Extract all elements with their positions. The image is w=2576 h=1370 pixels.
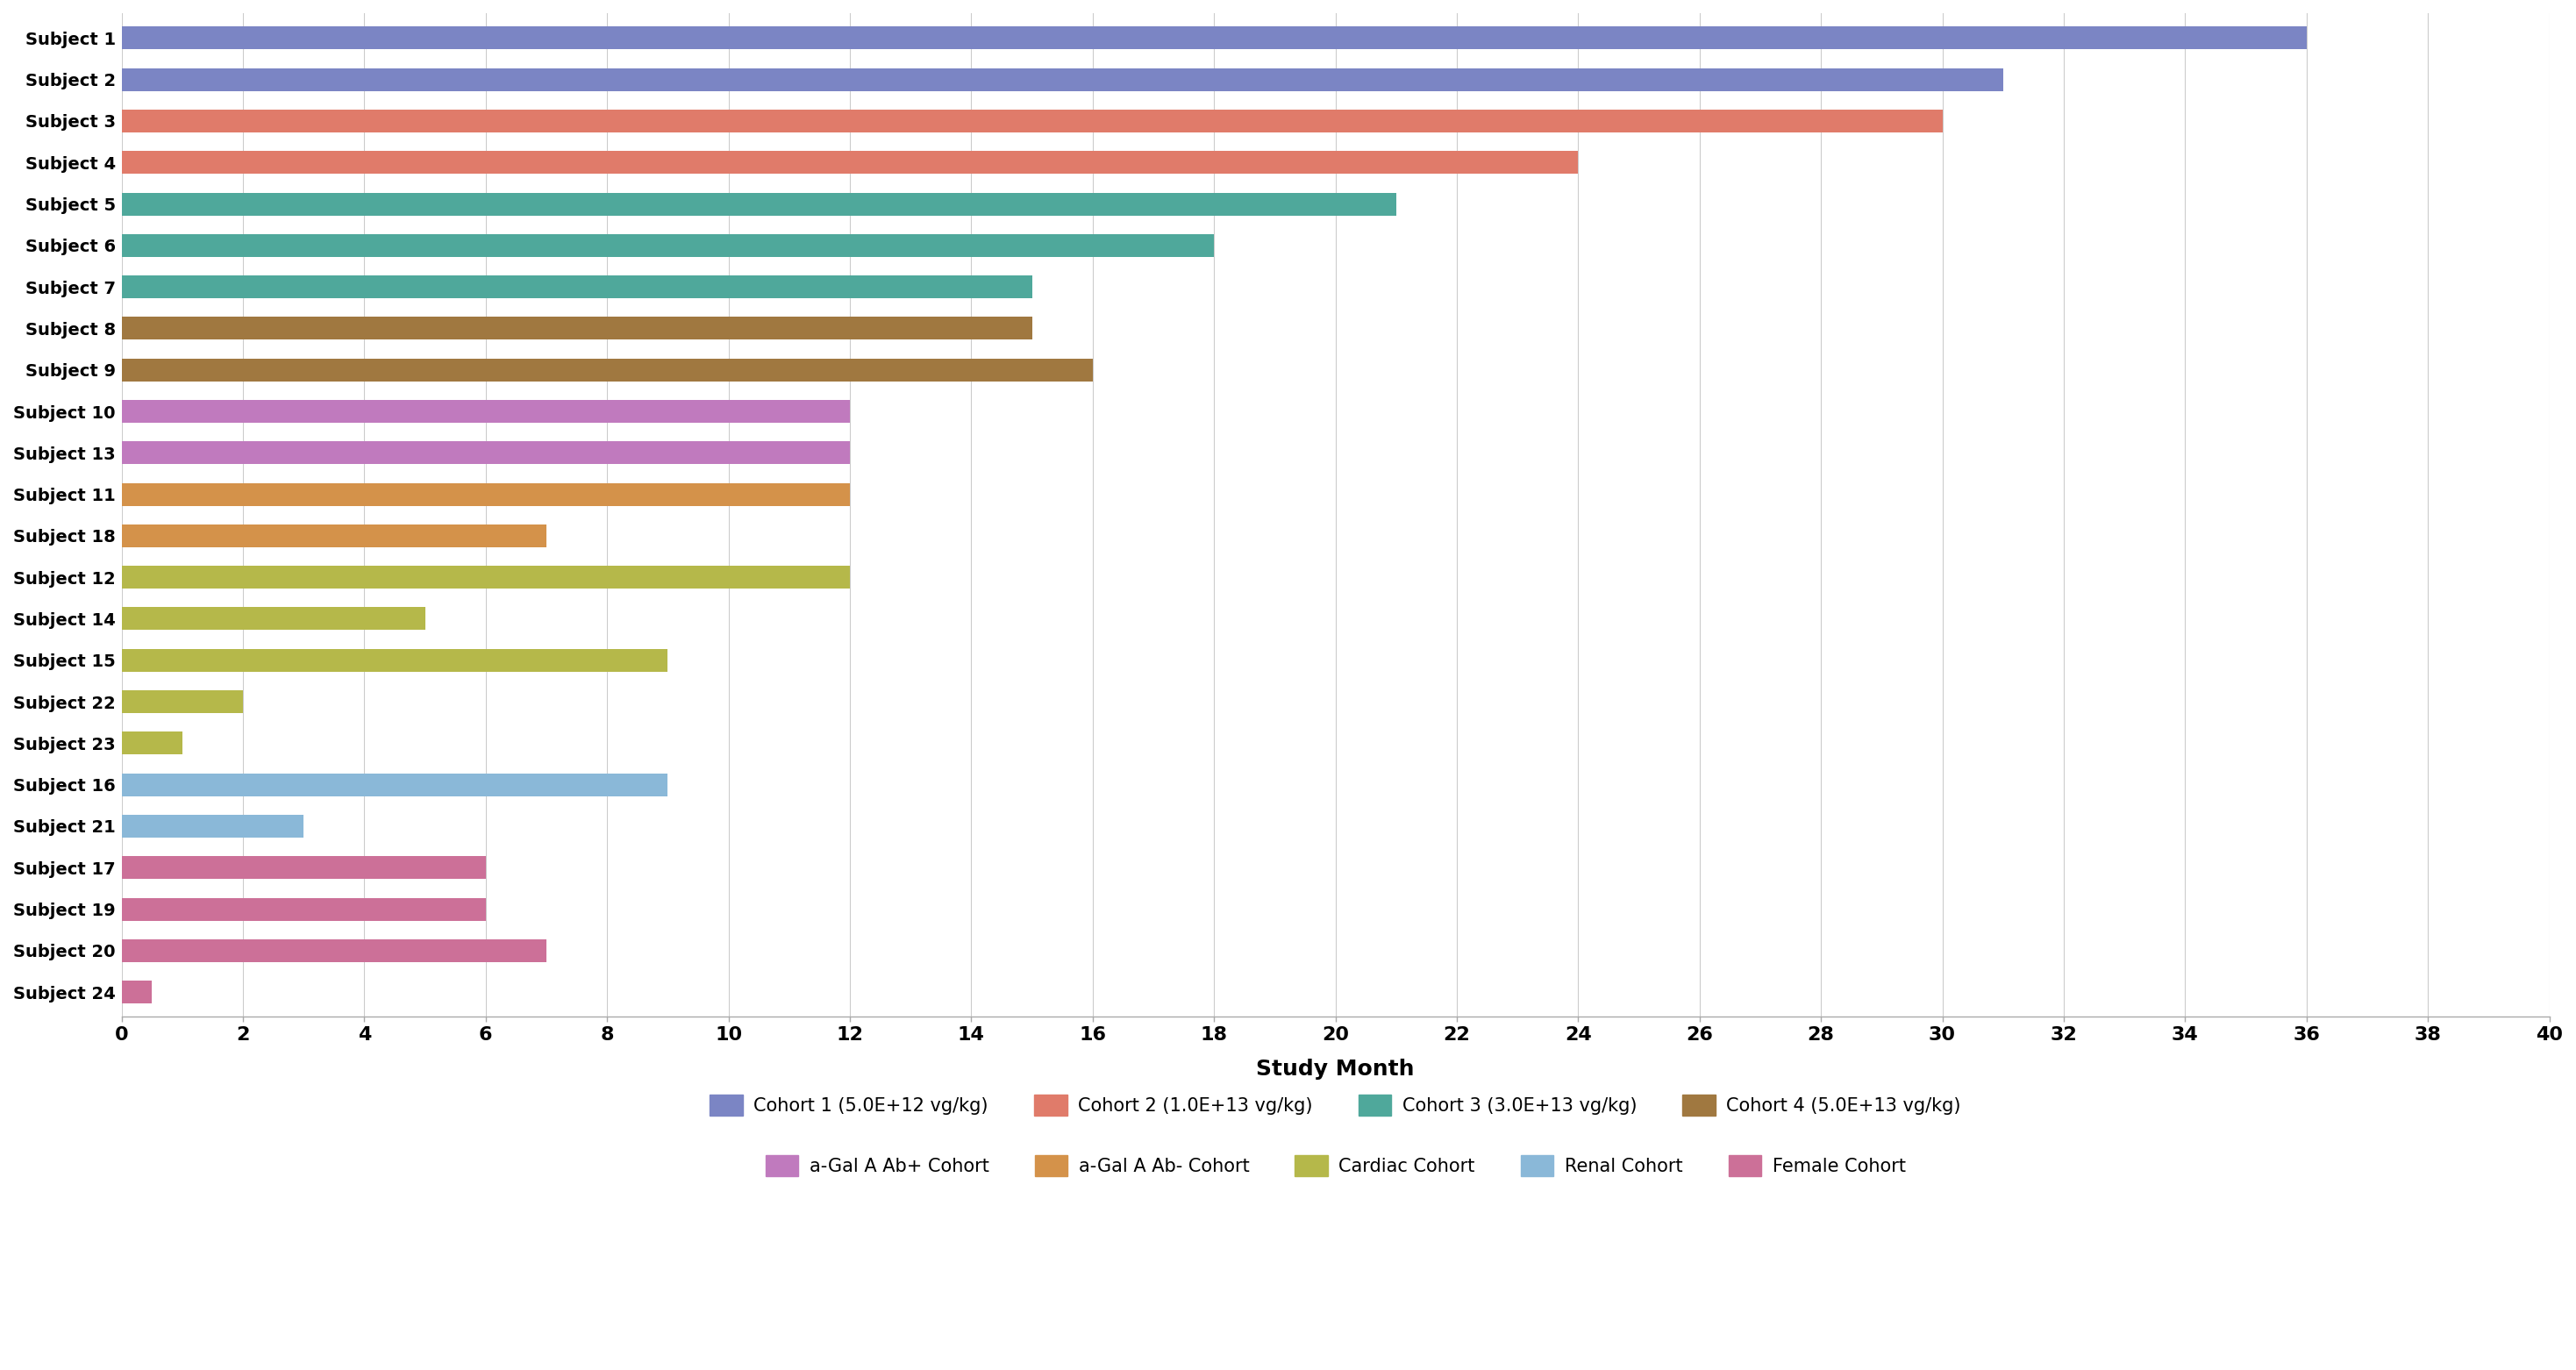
Bar: [121, 151, 1579, 174]
Bar: [121, 940, 546, 962]
Bar: [121, 773, 667, 796]
Bar: [121, 441, 850, 464]
Bar: [121, 110, 1942, 133]
Bar: [121, 897, 487, 921]
Bar: [121, 607, 425, 630]
Bar: [121, 649, 667, 671]
Bar: [121, 359, 1092, 381]
Bar: [121, 26, 2306, 49]
Bar: [121, 815, 304, 837]
Bar: [121, 482, 850, 506]
Bar: [121, 275, 1033, 299]
Bar: [121, 981, 152, 1003]
Bar: [121, 732, 183, 755]
Bar: [121, 400, 850, 423]
Bar: [121, 193, 1396, 215]
Bar: [121, 856, 487, 880]
Bar: [121, 69, 2004, 90]
Bar: [121, 234, 1213, 256]
Bar: [121, 525, 546, 547]
Legend: a-Gal A Ab+ Cohort, a-Gal A Ab- Cohort, Cardiac Cohort, Renal Cohort, Female Coh: a-Gal A Ab+ Cohort, a-Gal A Ab- Cohort, …: [757, 1148, 1914, 1184]
Bar: [121, 566, 850, 589]
X-axis label: Study Month: Study Month: [1257, 1058, 1414, 1080]
Bar: [121, 316, 1033, 340]
Bar: [121, 690, 242, 714]
